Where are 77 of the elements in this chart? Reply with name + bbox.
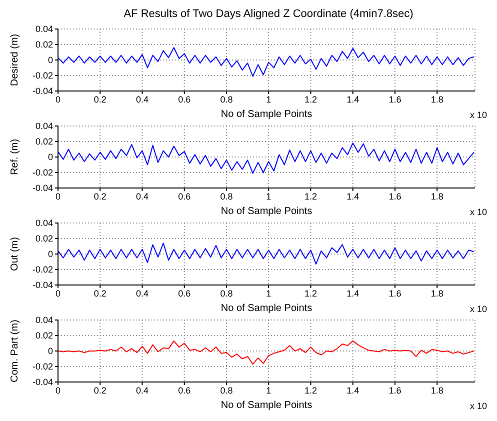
x-tick-label: 1.4 [346, 94, 360, 104]
x-tick-label: 0.6 [178, 94, 191, 104]
x-tick-label: 1.2 [304, 288, 317, 298]
y-tick-label: 0 [48, 346, 53, 356]
x-tick-label: 0.6 [178, 385, 191, 396]
x-tick-label: 1.6 [388, 191, 402, 202]
x-axis-title: No of Sample Points [220, 400, 312, 411]
x-tick-label: 1.8 [430, 288, 444, 298]
x-tick-label: 0 [55, 94, 61, 104]
x-tick-label: 0.6 [178, 288, 191, 298]
y-tick-label: 0.02 [35, 40, 53, 50]
y-tick-label: 0.04 [35, 218, 53, 228]
x-tick-label: 0.8 [220, 191, 233, 202]
y-tick-label: -0.04 [32, 86, 53, 96]
y-axis-title: Com. Part (m) [10, 320, 21, 382]
y-tick-label: -0.02 [32, 362, 53, 372]
x-axis-title: No of Sample Points [220, 109, 312, 120]
x-tick-label: 1 [266, 94, 272, 104]
x-tick-label: 0 [55, 288, 61, 298]
line-series [58, 47, 474, 77]
x-tick-label: 0 [55, 191, 61, 202]
y-axis-title: Ref. (m) [10, 138, 21, 176]
y-tick-label: 0.04 [35, 315, 53, 326]
y-axis-title: Desired (m) [10, 34, 21, 86]
x-tick-label: 0.4 [136, 191, 148, 202]
x-tick-label: 0.4 [136, 94, 148, 104]
x-tick-label: 1.8 [430, 385, 444, 396]
x-tick-label: 1.4 [346, 288, 360, 298]
text: x 10 [470, 110, 487, 120]
x-tick-label: 1.6 [388, 385, 402, 396]
x-tick-label: 1.2 [304, 385, 317, 396]
text: x 10 [470, 207, 487, 217]
y-tick-label: -0.04 [32, 183, 53, 194]
y-tick-label: -0.04 [32, 377, 53, 388]
x-tick-label: 1 [266, 385, 272, 396]
y-tick-label: -0.02 [32, 70, 53, 81]
x-tick-label: 1 [266, 191, 272, 202]
y-tick-label: 0.02 [35, 136, 53, 147]
x-tick-label: 0.8 [220, 94, 233, 104]
y-tick-label: 0 [48, 55, 53, 66]
x-tick-label: 0.2 [94, 94, 106, 104]
text: x 10 [470, 401, 487, 411]
x-tick-label: 0.4 [136, 385, 148, 396]
line-series [58, 340, 474, 365]
y-tick-label: 0.02 [35, 330, 53, 341]
y-tick-label: 0 [48, 249, 53, 260]
x-tick-label: 0.2 [94, 288, 106, 298]
x-tick-label: 1.6 [388, 288, 402, 298]
x-axis-title: No of Sample Points [220, 303, 312, 314]
y-tick-label: 0.02 [35, 234, 53, 244]
x-tick-label: 1.2 [304, 94, 317, 104]
x-tick-label: 0.2 [94, 385, 106, 396]
y-tick-label: -0.02 [32, 264, 53, 275]
line-series [58, 242, 474, 265]
y-tick-label: 0.04 [35, 24, 53, 34]
y-axis-title: Out (m) [10, 237, 21, 271]
text: x 10 [470, 304, 487, 314]
x-tick-label: 1.4 [346, 191, 360, 202]
x-tick-label: 0.8 [220, 385, 233, 396]
x-tick-label: 0.8 [220, 288, 233, 298]
y-tick-label: 0.04 [35, 121, 53, 132]
x-axis-title: No of Sample Points [220, 206, 312, 217]
chart-title: AF Results of Two Days Aligned Z Coordinate (4min7.8sec) [122, 8, 414, 22]
x-tick-label: 1.8 [430, 191, 444, 202]
y-tick-label: -0.04 [32, 280, 53, 290]
x-tick-label: 0 [55, 385, 61, 396]
x-tick-label: 1 [266, 288, 272, 298]
x-tick-label: 0.6 [178, 191, 191, 202]
x-tick-label: 0.4 [136, 288, 148, 298]
y-tick-label: -0.02 [32, 168, 53, 178]
x-tick-label: 1.6 [388, 94, 402, 104]
x-tick-label: 1.8 [430, 94, 444, 104]
y-tick-label: 0 [48, 152, 53, 162]
line-series [58, 142, 474, 174]
x-tick-label: 0.2 [94, 191, 106, 202]
x-tick-label: 1.2 [304, 191, 317, 202]
x-tick-label: 1.4 [346, 385, 360, 396]
